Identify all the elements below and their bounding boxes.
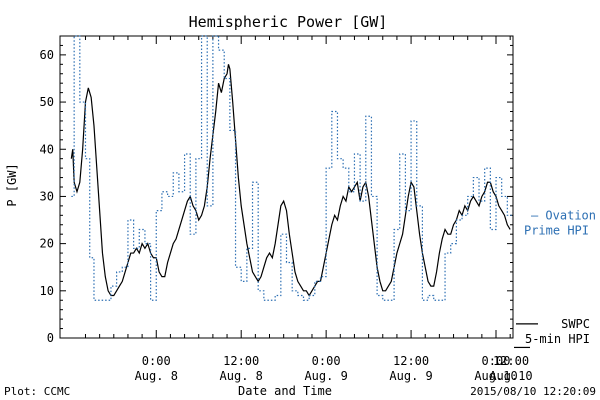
y-tick-label: 20 [40, 237, 54, 251]
legend-ovation-line2: Prime HPI [524, 223, 589, 237]
x-tick-date: Aug.10 [489, 369, 532, 383]
series-ovation-prime-line [71, 35, 513, 301]
y-tick-label: 50 [40, 95, 54, 109]
y-tick-label: 0 [47, 331, 54, 345]
y-tick-label: 10 [40, 284, 54, 298]
x-tick-time: 0:00 [482, 354, 511, 368]
x-tick-time: 0:00 [142, 354, 171, 368]
legend-ovation-line1: — Ovation [531, 208, 596, 222]
x-tick-date: Aug.10 [474, 369, 517, 383]
y-tick-label: 40 [40, 142, 54, 156]
x-tick-date: Aug. 9 [389, 369, 432, 383]
series-layer [70, 35, 513, 301]
x-tick-date: Aug. 8 [220, 369, 263, 383]
y-tick-label: 60 [40, 48, 54, 62]
series-swpc-line [70, 64, 511, 297]
x-axis-label: Date and Time [238, 384, 332, 398]
x-tick-date: Aug. 9 [304, 369, 347, 383]
y-axis-label: P [GW] [5, 163, 19, 206]
timestamp: 2015/08/10 12:20:09 [470, 385, 596, 398]
x-tick-date: Aug. 8 [135, 369, 178, 383]
x-tick-time: 12:00 [223, 354, 259, 368]
y-tick-label: 30 [40, 189, 54, 203]
plot-credit: Plot: CCMC [4, 385, 70, 398]
x-tick-time: 12:00 [393, 354, 429, 368]
x-tick-time: 0:00 [312, 354, 341, 368]
legend-swpc-line1: SWPC [561, 317, 590, 331]
legend-swpc-line2: 5-min HPI [525, 332, 590, 346]
x-tick-time: 12:00 [493, 354, 529, 368]
y-axis: 0 10 20 30 40 50 60 [40, 35, 513, 345]
chart-title: Hemispheric Power [GW] [189, 13, 388, 31]
